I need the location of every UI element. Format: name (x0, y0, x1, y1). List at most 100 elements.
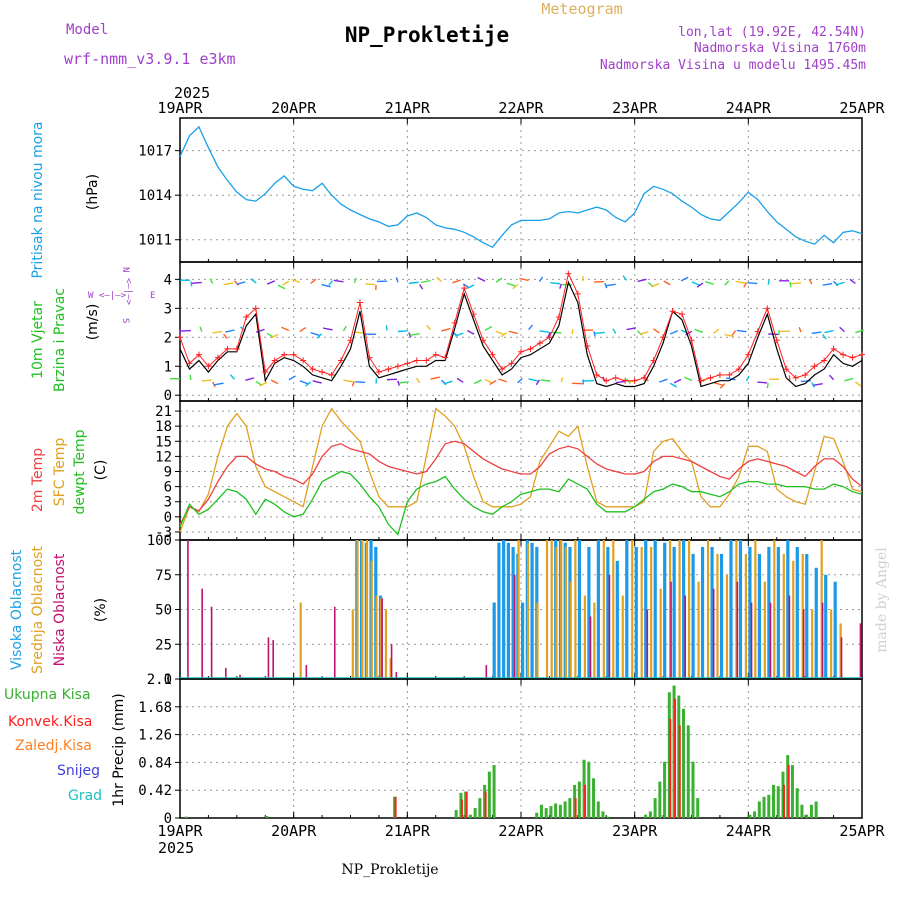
precip-legend-total: Ukupna Kisa (4, 687, 91, 703)
mid-cloud-bar (744, 553, 747, 679)
wind-speed-marker (650, 357, 657, 364)
wind-direction-arrow (593, 331, 596, 337)
precip-legend-snow: Snijeg (57, 763, 100, 779)
y-tick-label: 1.68 (138, 700, 172, 716)
mid-cloud-bar (754, 540, 757, 679)
wind-speed-marker (612, 374, 619, 381)
low-cloud-bar (395, 672, 398, 679)
wind-direction-arrow (798, 327, 802, 333)
wind-speed-marker (641, 374, 648, 381)
temp2m-line (179, 440, 863, 525)
wind-direction-arrow (212, 381, 216, 388)
cloud-label-3: Niska Oblacnost (52, 553, 68, 666)
wind-direction-arrow (528, 378, 538, 382)
wind-speed-marker (574, 290, 581, 297)
wind-direction-arrow (669, 330, 679, 335)
high-cloud-bar (805, 553, 809, 679)
wind-direction-arrow (236, 281, 246, 285)
low-cloud-bar (589, 616, 592, 679)
low-cloud-bar (272, 640, 274, 679)
wind-direction-arrow (419, 284, 424, 290)
wind-direction-arrow (612, 328, 617, 334)
total-precip-bar (487, 771, 491, 818)
mid-cloud-bar (375, 595, 378, 679)
wind-direction-arrow (410, 333, 420, 336)
wind-direction-arrow (477, 277, 486, 282)
wind-direction-arrow (512, 283, 519, 290)
mid-cloud-bar (365, 540, 369, 679)
total-precip-bar (644, 814, 648, 818)
low-cloud-bar (239, 674, 241, 679)
high-cloud-bar (710, 546, 714, 679)
bottom-date-label: 20APR (271, 822, 317, 840)
high-cloud-bar (729, 540, 733, 679)
wind-speed-marker (508, 360, 515, 367)
wind-direction-arrow (540, 379, 551, 382)
y-tick-label: 1011 (138, 233, 172, 249)
y-tick-label: 2.1 (147, 672, 172, 688)
mid-cloud-bar (669, 540, 672, 679)
wind-speed-marker (555, 314, 562, 321)
total-precip-bar (790, 765, 794, 818)
high-cloud-bar (653, 540, 657, 679)
mid-cloud-bar (545, 540, 549, 679)
wind-direction-arrow (669, 382, 678, 388)
wind-direction-arrow (735, 280, 746, 284)
wind-direction-arrow (833, 280, 839, 287)
temp-label-3: dewpt Temp (72, 429, 88, 514)
precip-legend-frozen: Zaledj.Kisa (15, 738, 92, 754)
y-tick-label: 0 (164, 510, 172, 526)
total-precip-bar (554, 803, 558, 818)
wind-direction-arrow (551, 331, 562, 334)
total-precip-bar (468, 814, 472, 818)
compass-n: N (120, 267, 130, 272)
y-tick-label: 12 (155, 449, 172, 465)
compass-arrow: <—|—> (123, 278, 133, 306)
wind-direction-arrow (726, 377, 736, 381)
wind-speed-marker (764, 305, 771, 312)
conv-precip-bar (787, 765, 790, 818)
wind-direction-arrow (312, 380, 322, 384)
wind-direction-arrow (508, 330, 518, 335)
y-tick-label: 1.26 (138, 728, 172, 744)
wind-direction-arrow (473, 379, 482, 385)
wind-speed-marker (319, 369, 326, 376)
wind-speed-marker (214, 354, 221, 361)
wind-direction-arrow (808, 278, 813, 285)
compass-arrow-h: <—|—> (99, 291, 127, 301)
wind-direction-arrow (430, 376, 440, 380)
low-cloud-bar (267, 637, 270, 679)
wind-direction-arrow (259, 381, 268, 387)
wind-speed-marker (565, 270, 572, 277)
high-cloud-bar (700, 546, 705, 679)
cloud-panel: 0 25 50 75 100 (147, 533, 863, 688)
wind-direction-arrow (811, 382, 815, 388)
mid-cloud-bar (678, 540, 681, 679)
y-tick-label: 3 (164, 495, 172, 511)
lonlat-text: lon,lat (19.92E, 42.54N) (678, 25, 866, 40)
wind-speed-marker (754, 328, 761, 335)
wind-direction-arrow (550, 281, 561, 285)
high-cloud-bar (596, 540, 600, 679)
wind-speed-marker (243, 314, 250, 321)
panel-frame (179, 678, 863, 819)
wind-speed-marker (309, 366, 316, 373)
total-precip-bar (473, 808, 477, 818)
mid-cloud-bar (351, 609, 354, 679)
y-tick-label: 0.84 (138, 755, 172, 771)
bottom-time-axis: 19APR 20APR 21APR 22APR 23APR 24APR 25APR (157, 822, 885, 840)
wind-direction-arrow (724, 333, 734, 338)
wind-direction-arrow (353, 277, 357, 284)
y-tick-label: 2 (164, 330, 172, 346)
mid-cloud-bar (517, 540, 520, 679)
wind-speed-marker (385, 366, 392, 373)
total-precip-bar (568, 798, 572, 818)
conv-precip-bar (484, 791, 487, 818)
pressure-unit: (hPa) (85, 174, 101, 210)
wind-speed-marker (177, 334, 183, 341)
total-precip-bar (762, 796, 766, 818)
wind-direction-arrow (266, 280, 276, 285)
wind-direction-arrow (310, 332, 320, 336)
wind-direction-arrow (441, 327, 451, 332)
high-cloud-bar (577, 540, 582, 679)
